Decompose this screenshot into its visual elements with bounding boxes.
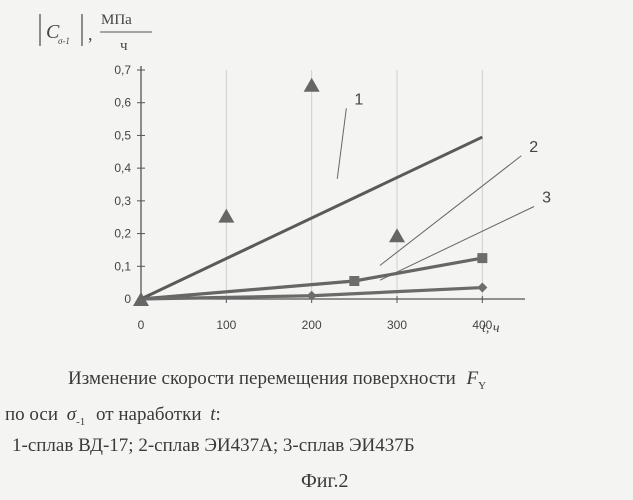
series-2-point — [477, 253, 487, 263]
scatter-triangle — [218, 209, 234, 223]
series-1-leader — [337, 108, 346, 178]
series-3-leader — [380, 206, 534, 280]
series-3-label: 3 — [542, 189, 551, 206]
series-labels: 1 2 3 — [337, 91, 551, 280]
scatter-triangle — [304, 78, 320, 92]
y-tick-label: 0,7 — [114, 63, 131, 77]
series-2-leader — [380, 156, 521, 266]
y-label-unit-numerator: МПа — [101, 12, 132, 28]
chart: 00,10,20,30,40,50,60,70100200300400 123 … — [0, 0, 633, 350]
y-tick-label: 0,5 — [114, 128, 131, 142]
caption-line1-sub: Y — [478, 380, 486, 392]
y-label-subscript: σ-1 — [58, 36, 70, 46]
caption-line2-symbol: σ — [67, 404, 76, 425]
y-tick-label: 0,6 — [114, 96, 131, 110]
y-axis-label: C σ-1 , МПа ч — [40, 12, 152, 54]
y-tick-label: 0 — [124, 292, 131, 306]
x-tick-label: 300 — [387, 318, 407, 332]
y-tick-label: 0,2 — [114, 227, 131, 241]
caption-line-2: по оси σ-1 от наработки t: — [5, 404, 221, 428]
series-3-point — [477, 283, 487, 293]
caption-line1-symbol: F — [467, 368, 479, 389]
y-tick-label: 0,1 — [114, 259, 131, 273]
caption-line2-prefix: по оси — [5, 404, 58, 425]
caption-line-3: 1-сплав ВД-17; 2-сплав ЭИ437А; 3-сплав Э… — [12, 435, 415, 457]
figure-label: Фиг.2 — [301, 470, 348, 493]
caption-line-1: Изменение скорости перемещения поверхнос… — [68, 368, 486, 392]
caption-line1-text: Изменение скорости перемещения поверхнос… — [68, 368, 456, 389]
caption-line2-mid: от наработки — [96, 404, 201, 425]
series-1-label: 1 — [354, 91, 363, 108]
axes: 00,10,20,30,40,50,60,70100200300400 — [114, 63, 525, 332]
y-label-unit-denominator: ч — [120, 38, 128, 54]
series-2-point — [349, 276, 359, 286]
caption-line2-colon: : — [216, 404, 221, 425]
x-tick-label: 200 — [302, 318, 322, 332]
series-2-label: 2 — [529, 139, 538, 156]
series-group — [141, 137, 487, 301]
x-tick-label: 100 — [216, 318, 236, 332]
scatter-triangle — [389, 228, 405, 242]
y-tick-label: 0,3 — [114, 194, 131, 208]
x-tick-label: 0 — [138, 318, 145, 332]
caption-line2-sub: -1 — [76, 416, 85, 428]
y-tick-label: 0,4 — [114, 161, 131, 175]
x-axis-label: t, ч — [482, 321, 500, 336]
y-label-separator: , — [88, 24, 93, 44]
